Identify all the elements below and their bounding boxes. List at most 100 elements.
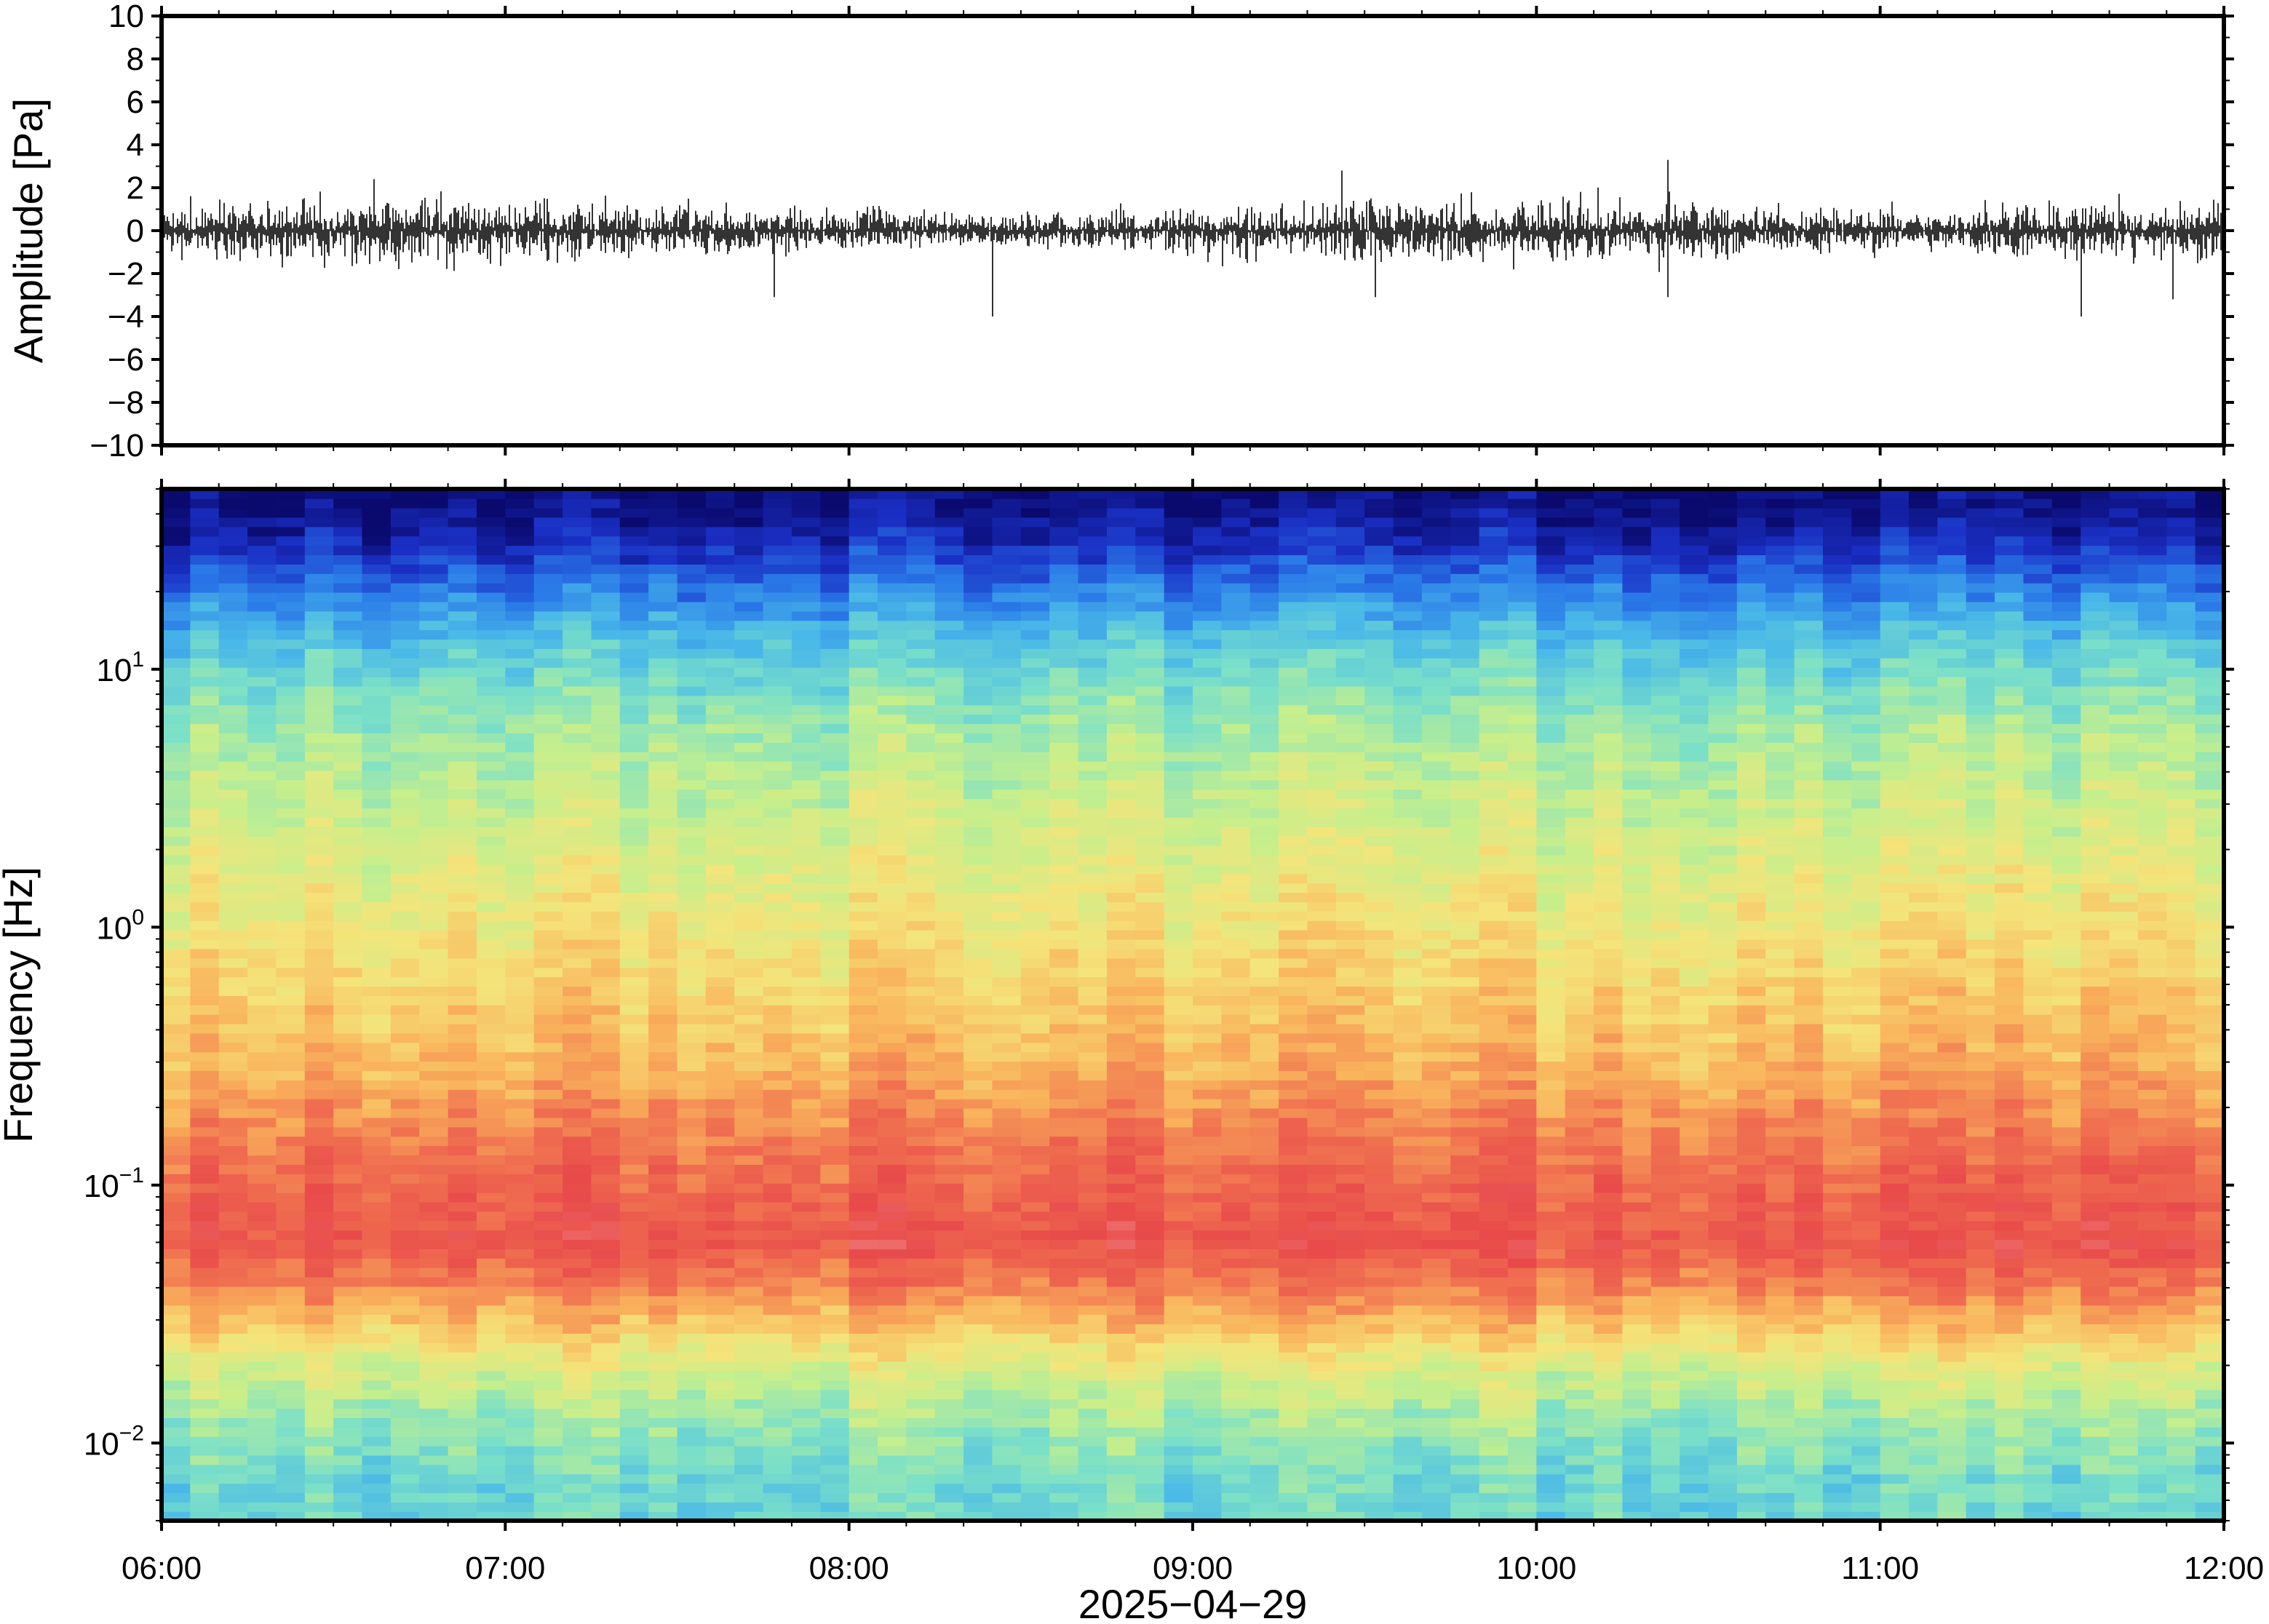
spectrogram-cell: [1106, 564, 1137, 574]
spectrogram-cell: [591, 854, 621, 865]
spectrogram-cell: [1106, 760, 1137, 771]
spectrogram-cell: [563, 770, 592, 781]
spectrogram-cell: [992, 1454, 1022, 1465]
spectrogram-cell: [677, 967, 707, 978]
spectrogram-cell: [448, 1136, 477, 1147]
spectrogram-cell: [1049, 1070, 1079, 1080]
spectrogram-cell: [505, 1230, 535, 1241]
spectrogram-cell: [247, 1324, 277, 1334]
spectrogram-cell: [362, 1380, 392, 1390]
spectrogram-cell: [333, 1089, 363, 1099]
spectrogram-cell: [448, 1286, 477, 1297]
spectrogram-cell: [162, 1211, 191, 1222]
spectrogram-cell: [218, 1454, 248, 1465]
spectrogram-cell: [878, 1182, 907, 1193]
spectrogram-cell: [1106, 1483, 1137, 1494]
spectrogram-cell: [734, 1061, 764, 1072]
spectrogram-cell: [1421, 1249, 1452, 1259]
spectrogram-cell: [906, 1136, 936, 1147]
spectrogram-cell: [1078, 714, 1108, 725]
spectrogram-cell: [1135, 1314, 1165, 1325]
spectrogram-cell: [1421, 1145, 1452, 1156]
spectrogram-cell: [1221, 948, 1251, 959]
spectrogram-cell: [1106, 685, 1137, 696]
spectrogram-cell: [992, 1239, 1022, 1249]
spectrogram-cell: [390, 1342, 421, 1353]
spectrogram-cell: [276, 939, 306, 950]
spectrogram-cell: [476, 1080, 506, 1090]
spectrogram-cell: [849, 1126, 878, 1137]
spectrogram-cell: [563, 1314, 592, 1325]
spectrogram-cell: [1049, 592, 1079, 602]
spectrogram-cell: [906, 639, 936, 649]
spectrogram-cell: [1049, 1089, 1079, 1099]
spectrogram-cell: [419, 1305, 449, 1315]
spectrogram-cell: [419, 1295, 449, 1306]
spectrogram-cell: [448, 1342, 477, 1353]
spectrogram-cell: [1393, 901, 1423, 912]
spectrogram-cell: [190, 685, 220, 696]
spectrogram-cell: [1135, 507, 1165, 518]
spectrogram-cell: [218, 967, 248, 978]
spectrogram-cell: [448, 1454, 477, 1465]
spectrogram-cell: [648, 1249, 678, 1259]
spectrogram-cell: [1421, 1427, 1452, 1437]
spectrogram-cell: [563, 892, 592, 902]
spectrogram-cell: [677, 1408, 707, 1418]
spectrogram-cell: [190, 704, 220, 715]
spectrogram-cell: [1193, 1249, 1223, 1259]
spectrogram-cell: [934, 1107, 964, 1118]
spectrogram-cell: [734, 639, 764, 649]
spectrogram-cell: [1249, 1005, 1279, 1015]
spectrogram-cell: [333, 1117, 363, 1128]
spectrogram-cell: [505, 1333, 535, 1343]
spectrogram-cell: [934, 489, 964, 499]
spectrogram-cell: [276, 1389, 306, 1400]
spectrogram-cell: [362, 1117, 392, 1128]
spectrogram-cell: [677, 601, 707, 612]
spectrogram-cell: [1135, 1230, 1165, 1241]
spectrogram-cell: [849, 545, 878, 556]
spectrogram-cell: [763, 1445, 792, 1456]
spectrogram-cell: [1393, 714, 1423, 725]
spectrogram-cell: [1020, 1295, 1050, 1306]
spectrogram-cell: [791, 1342, 822, 1353]
spectrogram-cell: [1249, 648, 1279, 658]
spectrogram-cell: [648, 1445, 678, 1456]
spectrogram-cell: [333, 498, 363, 509]
spectrogram-cell: [763, 845, 792, 856]
spectrogram-cell: [878, 582, 907, 593]
spectrogram-cell: [648, 1230, 678, 1241]
spectrogram-cell: [849, 1454, 878, 1465]
spectrogram-cell: [448, 1051, 477, 1062]
spectrogram-cell: [1193, 620, 1223, 631]
spectrogram-cell: [648, 1295, 678, 1306]
spectrogram-cell: [791, 854, 822, 865]
spectrogram-cell: [1164, 1305, 1193, 1315]
spectrogram-cell: [1221, 929, 1251, 940]
spectrogram-cell: [1193, 564, 1223, 574]
spectrogram-cell: [1049, 545, 1079, 556]
spectrogram-cell: [1193, 1014, 1223, 1024]
spectrogram-cell: [1364, 1089, 1394, 1099]
spectrogram-cell: [734, 1295, 764, 1306]
spectrogram-cell: [333, 1211, 363, 1222]
spectrogram-cell: [333, 1492, 363, 1503]
spectrogram-cell: [276, 1126, 306, 1137]
spectrogram-cell: [878, 517, 907, 528]
spectrogram-cell: [1335, 1408, 1365, 1418]
spectrogram-cell: [677, 610, 707, 621]
spectrogram-cell: [1335, 1351, 1365, 1362]
spectrogram-cell: [533, 817, 563, 827]
spectrogram-cell: [705, 1107, 736, 1118]
spectrogram-cell: [247, 1408, 277, 1418]
spectrogram-cell: [619, 1061, 649, 1072]
spectrogram-cell: [1307, 789, 1337, 800]
spectrogram-cell: [705, 1145, 736, 1156]
spectrogram-cell: [992, 742, 1022, 752]
spectrogram-cell: [906, 1473, 936, 1484]
spectrogram-cell: [763, 592, 792, 602]
spectrogram-cell: [563, 1333, 592, 1343]
spectrogram-cell: [476, 1220, 506, 1231]
spectrogram-cell: [276, 1408, 306, 1418]
